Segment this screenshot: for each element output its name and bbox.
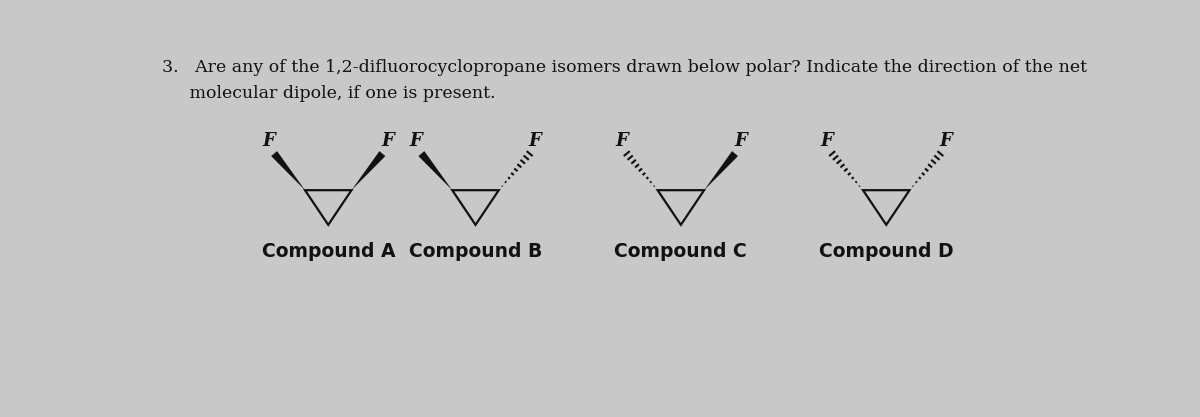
Text: Compound D: Compound D [818, 242, 954, 261]
Text: F: F [734, 132, 746, 150]
Polygon shape [419, 151, 452, 190]
Text: F: F [614, 132, 628, 150]
Polygon shape [352, 151, 385, 190]
Text: F: F [263, 132, 275, 150]
Text: Compound B: Compound B [409, 242, 542, 261]
Text: F: F [409, 132, 422, 150]
Text: F: F [821, 132, 833, 150]
Polygon shape [271, 151, 305, 190]
Text: 3.   Are any of the 1,2-difluorocyclopropane isomers drawn below polar? Indicate: 3. Are any of the 1,2-difluorocyclopropa… [162, 59, 1087, 76]
Text: F: F [382, 132, 394, 150]
Text: Compound C: Compound C [614, 242, 748, 261]
Text: F: F [940, 132, 952, 150]
Polygon shape [704, 151, 738, 190]
Text: F: F [529, 132, 541, 150]
Text: Compound A: Compound A [262, 242, 395, 261]
Text: molecular dipole, if one is present.: molecular dipole, if one is present. [162, 85, 496, 102]
